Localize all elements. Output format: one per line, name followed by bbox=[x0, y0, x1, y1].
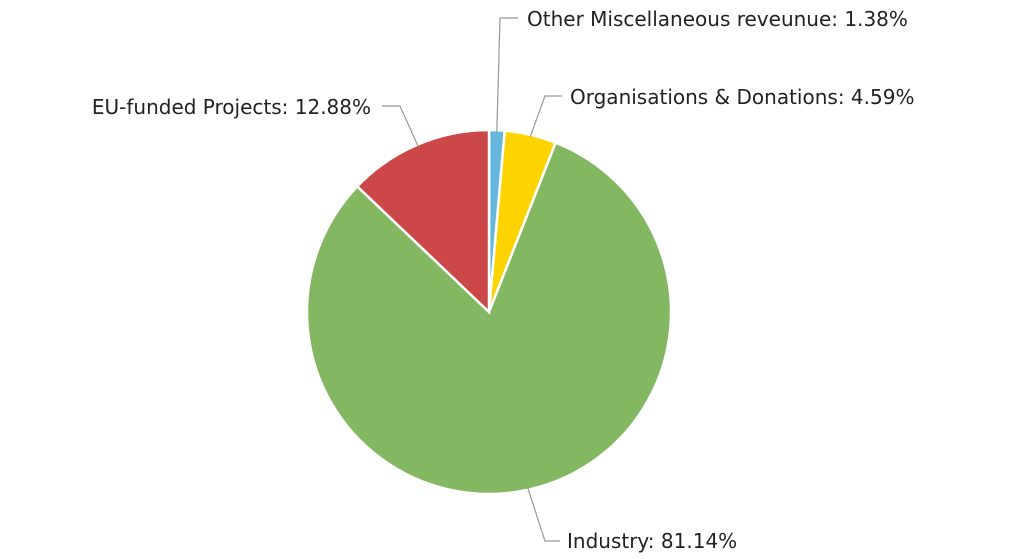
slice-label: Industry: 81.14% bbox=[567, 529, 738, 553]
leader-line bbox=[529, 95, 562, 137]
leader-line bbox=[382, 105, 419, 147]
slice-label: EU-funded Projects: 12.88% bbox=[91, 95, 371, 119]
slice-label: Other Miscellaneous reveunue: 1.38% bbox=[527, 7, 908, 31]
leader-line bbox=[496, 17, 518, 133]
slice-label: Organisations & Donations: 4.59% bbox=[570, 85, 915, 109]
leader-line bbox=[527, 487, 560, 542]
